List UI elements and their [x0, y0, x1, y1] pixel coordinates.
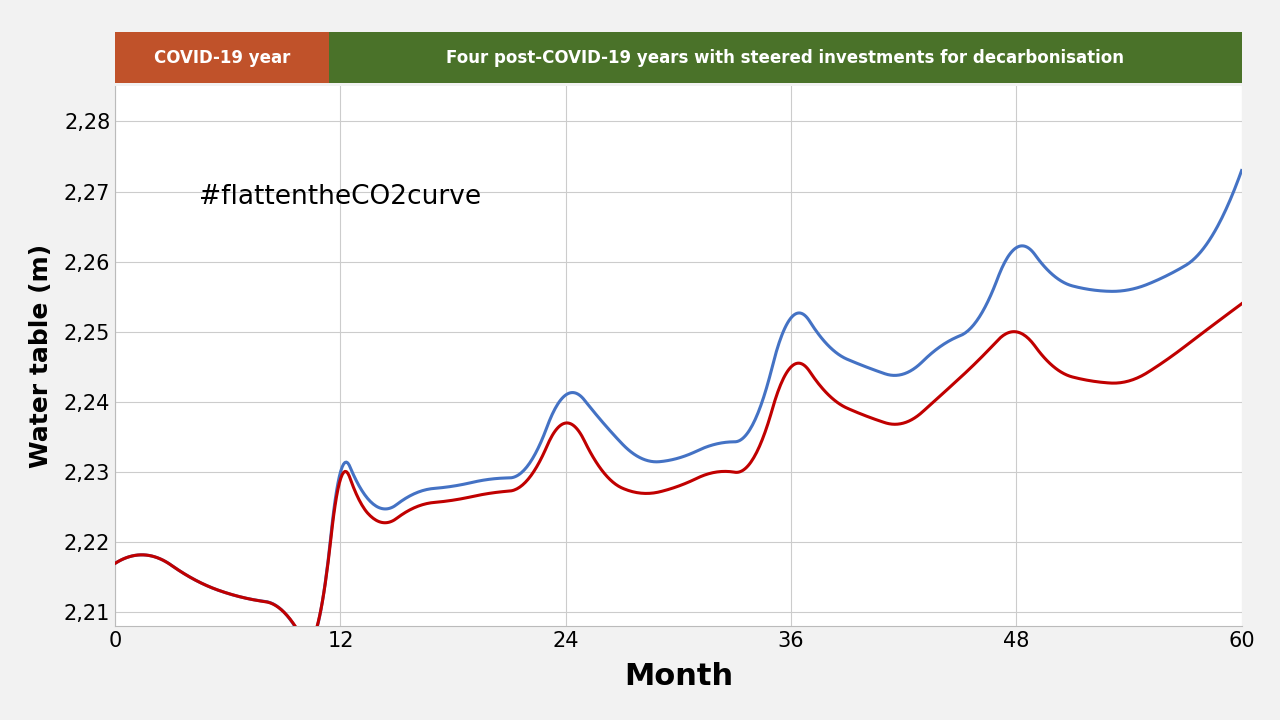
Text: COVID-19 year: COVID-19 year — [154, 49, 291, 67]
X-axis label: Month: Month — [623, 662, 733, 691]
Y-axis label: Water table (m): Water table (m) — [28, 244, 52, 469]
Text: #flattentheCO2curve: #flattentheCO2curve — [200, 184, 481, 210]
Text: Four post-COVID-19 years with steered investments for decarbonisation: Four post-COVID-19 years with steered in… — [447, 49, 1124, 67]
